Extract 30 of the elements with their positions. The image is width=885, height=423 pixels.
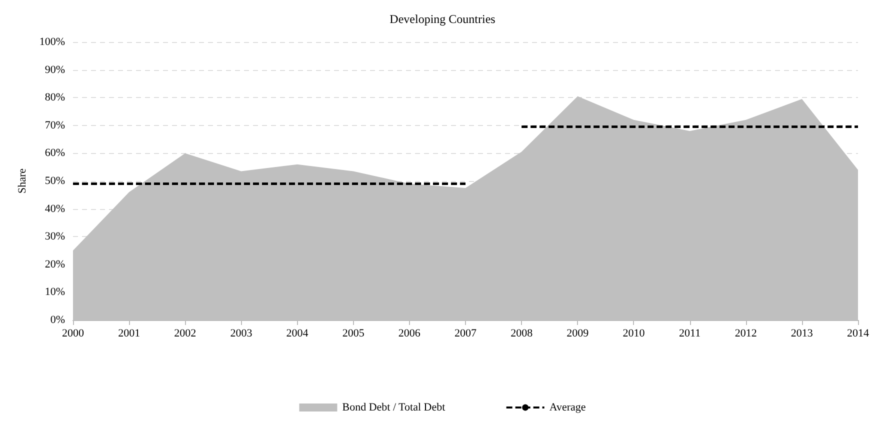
legend-label: Bond Debt / Total Debt <box>342 402 446 414</box>
y-tick-label: 30% <box>44 230 65 243</box>
x-tick-label: 2005 <box>342 328 365 340</box>
x-tick-label: 2013 <box>790 328 814 340</box>
chart-title: Developing Countries <box>390 12 496 26</box>
x-tick-label: 2014 <box>847 328 870 340</box>
y-tick-label: 80% <box>44 92 65 104</box>
y-tick-label: 40% <box>44 202 65 215</box>
x-tick-label: 2010 <box>622 328 646 340</box>
x-tick-label: 2012 <box>734 328 757 340</box>
y-tick-label: 0% <box>50 314 65 326</box>
x-tick-label: 2007 <box>454 328 477 340</box>
y-tick-label: 70% <box>44 119 65 132</box>
y-tick-label: 20% <box>44 258 65 270</box>
x-tick-label: 2006 <box>398 328 421 340</box>
x-tick-label: 2003 <box>230 328 253 340</box>
y-axis-title: Share <box>16 168 28 194</box>
legend-label: Average <box>549 402 586 414</box>
y-tick-label: 10% <box>44 286 65 298</box>
x-tick-label: 2011 <box>678 328 701 340</box>
y-tick-label: 90% <box>44 64 65 76</box>
y-tick-label: 100% <box>39 36 65 48</box>
y-tick-label: 50% <box>44 175 65 187</box>
x-tick-label: 2009 <box>566 328 590 340</box>
x-tick-label: 2001 <box>118 328 140 340</box>
x-tick-label: 2004 <box>286 328 309 340</box>
y-tick-label: 60% <box>44 147 65 160</box>
x-tick-label: 2000 <box>62 328 84 340</box>
x-tick-label: 2002 <box>174 328 196 340</box>
x-tick-label: 2008 <box>510 328 534 340</box>
